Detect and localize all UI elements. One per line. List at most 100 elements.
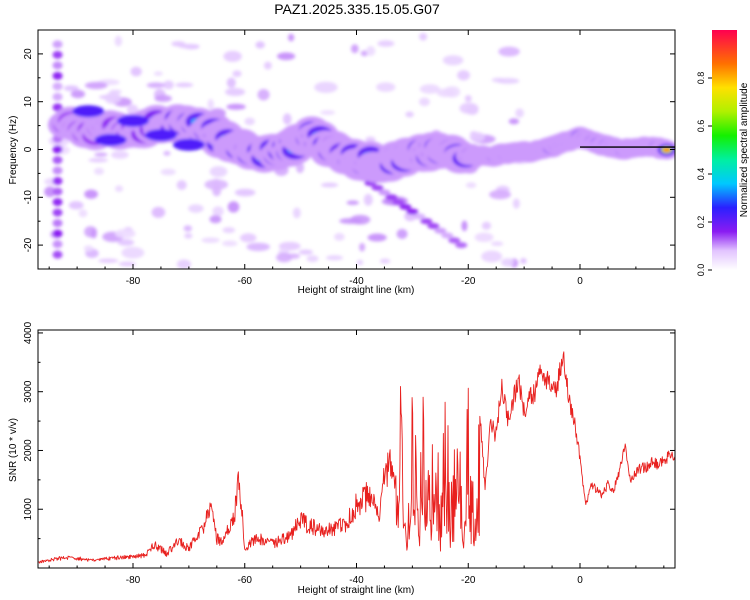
spectrogram-speckle bbox=[88, 157, 109, 163]
spectrogram-speckle bbox=[68, 201, 84, 210]
snr-y-tick-label: 1000 bbox=[23, 498, 34, 521]
spectrogram-speckle bbox=[276, 252, 293, 263]
spectrogram-speckle bbox=[282, 113, 292, 125]
spectrogram-speckle bbox=[489, 189, 511, 200]
spectrogram-speckle bbox=[339, 218, 363, 224]
spectrogram-band bbox=[172, 138, 205, 151]
spectrogram-edge-streak bbox=[52, 82, 63, 91]
colorbar-gradient bbox=[712, 30, 737, 270]
spectrogram-texture bbox=[44, 32, 675, 269]
spectrogram-speckle bbox=[84, 81, 108, 90]
spectrogram-speckle bbox=[255, 41, 265, 49]
spectrogram-speckle bbox=[63, 85, 79, 92]
spectrogram-band bbox=[116, 114, 149, 127]
spectrogram-speckle bbox=[350, 44, 359, 54]
spectrogram-speckle bbox=[512, 198, 520, 209]
spectrogram-speckle bbox=[223, 50, 242, 62]
spectrogram-speckle bbox=[376, 82, 396, 92]
spectrogram-speckle bbox=[240, 233, 257, 243]
snr-y-tick-label: 3000 bbox=[23, 380, 34, 403]
spectrogram-edge-streak bbox=[52, 208, 63, 217]
spectrogram-branch bbox=[455, 242, 468, 249]
spectrogram-speckle bbox=[188, 204, 204, 213]
spectrogram-speckle bbox=[464, 95, 472, 103]
spectrogram-speckle bbox=[83, 245, 94, 252]
snr-x-tick-label: -20 bbox=[461, 575, 476, 586]
spectrogram-speckle bbox=[379, 258, 391, 264]
spectrogram-branch bbox=[385, 194, 398, 201]
spectrogram-edge-streak bbox=[52, 145, 63, 154]
spectrogram-speckle bbox=[93, 167, 104, 175]
spectrogram-y-tick-label: -10 bbox=[23, 190, 34, 205]
spectrogram-speckle bbox=[222, 240, 238, 247]
spectrogram-speckle bbox=[334, 232, 345, 241]
spectrogram-x-tick-label: -20 bbox=[461, 276, 476, 287]
spectrogram-speckle bbox=[465, 182, 477, 189]
spectrogram-speckle bbox=[110, 150, 129, 159]
spectrogram-speckle bbox=[490, 241, 504, 247]
spectrogram-speckle bbox=[277, 52, 296, 61]
spectrogram-speckle bbox=[78, 209, 88, 218]
spectrogram-speckle bbox=[244, 117, 255, 126]
spectrogram-speckle bbox=[363, 193, 373, 206]
spectrogram-branch bbox=[441, 232, 454, 239]
spectrogram-speckle bbox=[130, 66, 142, 77]
spectrogram-speckle bbox=[320, 182, 339, 188]
spectrogram-speckle bbox=[365, 136, 376, 143]
spectrogram-speckle bbox=[146, 82, 166, 89]
spectrogram-speckle bbox=[222, 227, 236, 234]
spectrogram-speckle bbox=[405, 111, 414, 118]
spectrogram-speckle bbox=[70, 89, 86, 99]
spectrogram-edge-streak bbox=[52, 50, 63, 59]
spectrogram-speckle bbox=[461, 220, 468, 232]
spectrogram-image bbox=[44, 32, 675, 269]
spectrogram-speckle bbox=[481, 221, 492, 230]
snr-y-label: SNR (10 * v/v) bbox=[8, 418, 19, 482]
spectrogram-speckle bbox=[176, 259, 192, 269]
spectrogram-speckle bbox=[176, 180, 187, 190]
spectrogram-speckle bbox=[356, 259, 364, 266]
spectrogram-speckle bbox=[104, 92, 122, 104]
spectrogram-speckle bbox=[225, 87, 246, 97]
spectrogram-speckle bbox=[115, 185, 124, 193]
spectrogram-speckle bbox=[160, 168, 176, 176]
spectrogram-edge-streak bbox=[52, 240, 63, 249]
spectrogram-speckle bbox=[118, 261, 136, 267]
spectrogram-speckle bbox=[436, 88, 456, 98]
spectrogram-branch bbox=[427, 222, 440, 229]
spectrogram-speckle bbox=[212, 206, 224, 217]
spectrogram-x-tick-label: -60 bbox=[238, 276, 253, 287]
snr-y-tick-label: 4000 bbox=[23, 321, 34, 344]
spectrogram-speckle bbox=[469, 132, 485, 143]
spectrogram-y-tick-label: 20 bbox=[23, 48, 34, 60]
spectrogram-speckle bbox=[419, 32, 428, 41]
spectrogram-panel: -80 -60 -40 -20 0 -20 -10 0 10 20 Height of stra… bbox=[8, 29, 676, 296]
spectrogram-branch bbox=[378, 189, 391, 196]
spectrogram-branch bbox=[434, 227, 447, 234]
spectrogram-speckle bbox=[151, 206, 166, 218]
snr-y-tick-label: 2000 bbox=[23, 439, 34, 462]
spectrogram-y-tick-label: -20 bbox=[23, 237, 34, 252]
spectrogram-branch bbox=[448, 237, 461, 244]
spectrogram-speckle bbox=[163, 150, 171, 156]
spectrogram-speckle bbox=[98, 258, 119, 263]
spectrogram-speckle bbox=[126, 104, 139, 115]
snr-x-tick-label: 0 bbox=[577, 575, 583, 586]
spectrogram-speckle bbox=[501, 258, 515, 267]
spectrogram-x-label: Height of straight line (km) bbox=[298, 285, 415, 296]
spectrogram-y-axis: -20 -10 0 10 20 bbox=[23, 29, 675, 270]
spectrogram-edge-streak bbox=[52, 61, 63, 70]
spectrogram-band bbox=[94, 133, 127, 146]
spectrogram-x-tick-label: -40 bbox=[349, 276, 364, 287]
spectrogram-speckle bbox=[109, 89, 122, 94]
spectrogram-speckle bbox=[175, 82, 194, 88]
spectrogram-edge-streak bbox=[52, 156, 63, 165]
spectrogram-x-tick-label: -80 bbox=[126, 276, 141, 287]
spectrogram-edge-streak bbox=[52, 166, 63, 175]
spectrogram-speckle bbox=[90, 228, 97, 239]
spectrogram-speckle bbox=[346, 200, 359, 206]
spectrogram-y-tick-label: 10 bbox=[23, 96, 34, 108]
spectrogram-band bbox=[72, 105, 105, 118]
spectrogram-speckle bbox=[287, 33, 295, 42]
spectrogram-speckle bbox=[320, 110, 336, 115]
